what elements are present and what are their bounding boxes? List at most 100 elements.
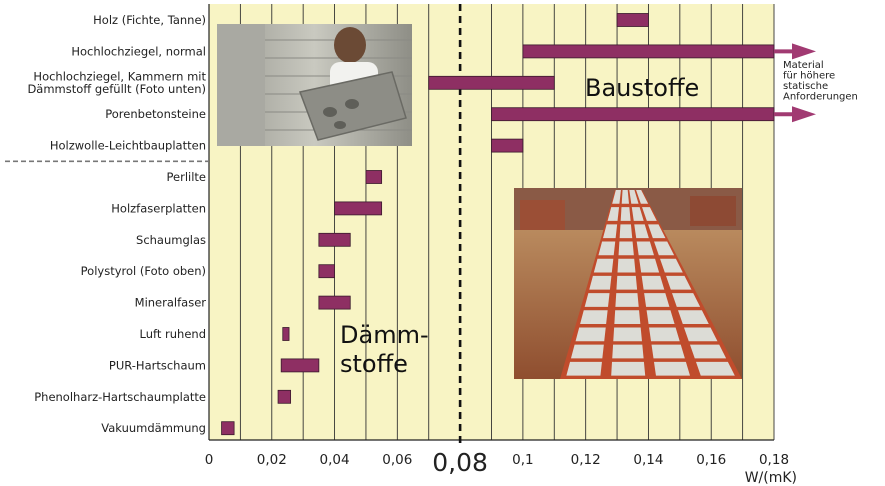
bar [522, 44, 775, 59]
category-label: Perlilte [167, 170, 207, 184]
tick-label: 0,14 [633, 452, 663, 468]
brick-cells [566, 190, 735, 376]
brick-cell [580, 310, 608, 325]
category-label: Vakuumdämmung [101, 421, 206, 435]
label-daemmstoffe-line1: Dämm- [340, 321, 429, 349]
brick-cell [589, 275, 612, 290]
arrows [774, 43, 816, 123]
brick-cell [620, 207, 631, 221]
brick-cell [677, 310, 709, 325]
category-labels: Holz (Fichte, Tanne) Hochlochziegel, norm… [27, 13, 206, 435]
brick-cell [593, 258, 614, 273]
label-daemmstoffe-line2: stoffe [340, 350, 408, 378]
tick-label: 0,1 [512, 452, 533, 468]
brick-cell [666, 275, 692, 290]
brick-cell [612, 344, 644, 359]
arrow-head [792, 106, 816, 123]
category-label: PUR-Hartschaum [109, 358, 206, 372]
brick-cell [695, 361, 735, 376]
brick-cell [566, 361, 602, 376]
brick-cell [607, 207, 620, 221]
brick-cell [654, 241, 675, 256]
annotation-line: für höhere [783, 71, 835, 82]
bar [277, 389, 292, 404]
photo-brick-wall [514, 188, 742, 379]
brick-cell [651, 344, 685, 359]
category-label: Schaumglas [136, 233, 206, 247]
brick-cell [612, 190, 621, 204]
brick-cell [649, 327, 680, 342]
tick-label-highlighted: 0,08 [432, 448, 488, 477]
brick-cell [618, 241, 634, 256]
brick-cell [602, 224, 618, 239]
category-label: Phenolharz-Hartschaumplatte [34, 390, 206, 404]
brick-cell [672, 293, 701, 307]
brick-cell [636, 190, 649, 204]
bar [428, 75, 555, 90]
photo-worker-block [217, 24, 412, 146]
category-label: Polystyrol (Foto oben) [81, 264, 206, 278]
bar [221, 421, 235, 436]
category-label: Luft ruhend [140, 327, 206, 341]
brick-cell [641, 275, 665, 290]
brick-cell [639, 258, 660, 273]
tick-label: 0,12 [571, 452, 601, 468]
brick-cell [629, 190, 639, 204]
tick-label: 0 [205, 452, 214, 468]
brick-cell [575, 327, 606, 342]
annotation-line: statische [783, 81, 828, 92]
brick-cell [644, 293, 670, 307]
bar [282, 327, 290, 341]
bar [280, 358, 320, 373]
bar [334, 201, 383, 216]
brick-cell [617, 258, 636, 273]
brick-cell [584, 293, 610, 307]
bar [318, 264, 335, 279]
bar [616, 13, 649, 27]
brick-cell [660, 258, 683, 273]
tick-label: 0,16 [696, 452, 726, 468]
tick-label: 0,18 [759, 452, 789, 468]
x-axis-label: W/(mK) [745, 470, 797, 486]
brick-cell [648, 224, 666, 239]
arrow-head [792, 43, 816, 60]
brick-cell [634, 224, 649, 239]
brick-cell [631, 207, 644, 221]
annotation-line: Anforderungen [783, 92, 858, 103]
brick-cell [683, 327, 718, 342]
bar [491, 138, 524, 153]
brick-cell [616, 275, 638, 290]
bar [365, 170, 383, 184]
category-label: Mineralfaser [135, 296, 207, 310]
category-label: Dämmstoff gefüllt (Foto unten) [27, 82, 206, 96]
brick-cell [653, 361, 691, 376]
category-label: Hochlochziegel, normal [71, 44, 206, 58]
brick-cell [619, 224, 633, 239]
tick-label: 0,04 [320, 452, 350, 468]
bar [318, 295, 351, 310]
category-label: Holzfaserplatten [111, 201, 206, 215]
bar [491, 107, 775, 122]
brick-cell [689, 344, 727, 359]
brick-cell [646, 310, 675, 325]
brick-cell [621, 190, 629, 204]
category-label: Holzwolle-Leichtbauplatten [50, 139, 206, 153]
category-label: Holz (Fichte, Tanne) [93, 13, 206, 27]
annotation-line: Material [783, 60, 824, 71]
brick-cell [614, 310, 641, 325]
category-label: Porenbetonsteine [105, 107, 206, 121]
bar [318, 232, 351, 247]
tick-label: 0,06 [382, 452, 412, 468]
group-labels: Baustoffe Dämm- stoffe [340, 74, 699, 378]
brick-cell [642, 207, 657, 221]
bars [221, 13, 775, 436]
tick-label: 0,02 [257, 452, 287, 468]
category-label: Hochlochziegel, Kammern mit [33, 70, 206, 84]
brick-cell [611, 361, 646, 376]
brick-cell [598, 241, 616, 256]
brick-cell [615, 293, 639, 307]
brick-cell [613, 327, 642, 342]
label-baustoffe: Baustoffe [585, 74, 699, 102]
